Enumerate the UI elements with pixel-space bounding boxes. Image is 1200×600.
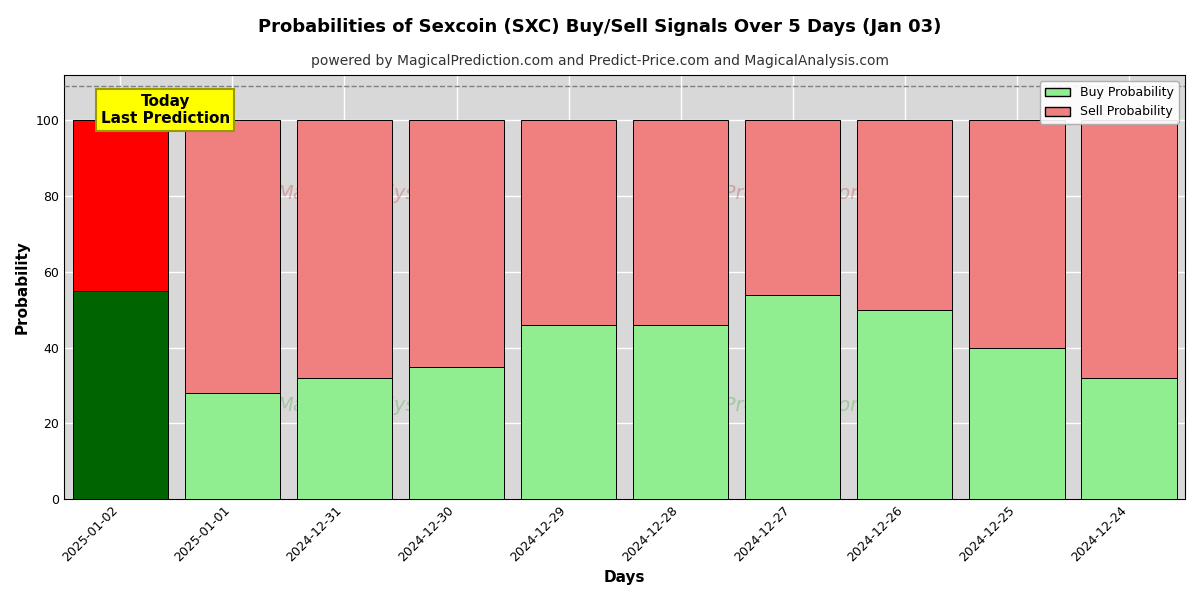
Bar — [521, 121, 617, 325]
Bar — [857, 121, 953, 310]
Bar — [185, 393, 280, 499]
Bar — [857, 310, 953, 499]
Text: powered by MagicalPrediction.com and Predict-Price.com and MagicalAnalysis.com: powered by MagicalPrediction.com and Pre… — [311, 54, 889, 68]
Legend: Buy Probability, Sell Probability: Buy Probability, Sell Probability — [1040, 81, 1178, 124]
Bar — [1081, 121, 1176, 378]
Bar — [745, 295, 840, 499]
Bar — [73, 291, 168, 499]
Bar — [1081, 378, 1176, 499]
Bar — [409, 367, 504, 499]
Bar — [296, 378, 392, 499]
Text: MagicalPrediction.com: MagicalPrediction.com — [649, 184, 869, 203]
Text: MagicalPrediction.com: MagicalPrediction.com — [649, 397, 869, 415]
Bar — [296, 121, 392, 378]
Bar — [185, 121, 280, 393]
Bar — [970, 347, 1064, 499]
Bar — [745, 121, 840, 295]
Text: MagicalAnalysis.com: MagicalAnalysis.com — [277, 397, 480, 415]
Bar — [634, 325, 728, 499]
Bar — [970, 121, 1064, 347]
Bar — [73, 121, 168, 291]
Text: Probabilities of Sexcoin (SXC) Buy/Sell Signals Over 5 Days (Jan 03): Probabilities of Sexcoin (SXC) Buy/Sell … — [258, 18, 942, 36]
Bar — [409, 121, 504, 367]
Text: Today
Last Prediction: Today Last Prediction — [101, 94, 229, 127]
Text: MagicalAnalysis.com: MagicalAnalysis.com — [277, 184, 480, 203]
Bar — [634, 121, 728, 325]
X-axis label: Days: Days — [604, 570, 646, 585]
Bar — [521, 325, 617, 499]
Y-axis label: Probability: Probability — [14, 240, 30, 334]
